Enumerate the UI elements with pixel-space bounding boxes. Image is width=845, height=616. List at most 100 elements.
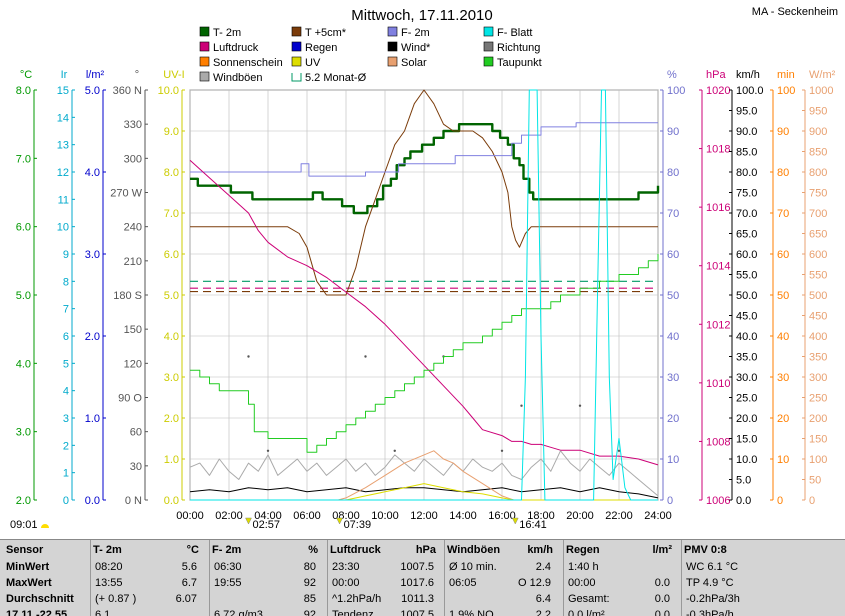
left-tick-label: 8.0 [16, 85, 31, 97]
table-column: Regen l/m² 1:40 h 00:00 Gesamt: 0.0 l/m² 0.0 0.… [566, 540, 676, 616]
table-value: 80 [303, 561, 316, 573]
left-tick-label: 210 [124, 256, 142, 268]
legend-swatch [199, 26, 210, 37]
table-cell: 0.0 l/m² [568, 609, 605, 616]
table-cell: -0.3hPa/h [686, 609, 734, 616]
right-tick-label: 500 [809, 290, 827, 302]
table-column: Sensor MinWert MaxWert Durchschnitt 17.11.-2… [6, 540, 91, 616]
right-tick-label: 5.0 [736, 475, 751, 487]
table-header: F- 2m [212, 544, 242, 556]
table-unit: l/m² [652, 544, 672, 556]
table-header: Luftdruck [330, 544, 381, 556]
right-tick-label: 50 [809, 475, 821, 487]
table-value: 1007.5 [400, 609, 434, 616]
right-axis-unit-2: km/h [736, 69, 760, 81]
sunrise-icon [41, 524, 49, 528]
right-tick-label: 85.0 [736, 147, 757, 159]
x-tick-label: 14:00 [449, 510, 477, 522]
table-cell: Ø 10 min. [449, 561, 497, 573]
right-tick-label: 40 [667, 331, 679, 343]
left-tick-label: 8.0 [164, 167, 179, 179]
table-separator [209, 540, 210, 616]
left-tick-label: 0 [63, 495, 69, 507]
left-tick-label: 5 [63, 358, 69, 370]
right-tick-label: 1010 [706, 378, 730, 390]
left-tick-label: 12 [57, 167, 69, 179]
time-marker-label: 07:39 [344, 519, 372, 531]
left-tick-label: 1.0 [164, 454, 179, 466]
right-tick-label: 15.0 [736, 434, 757, 446]
x-tick-label: 20:00 [566, 510, 594, 522]
table-value: 5.6 [181, 561, 197, 573]
right-tick-label: 1020 [706, 85, 730, 97]
right-tick-label: 30 [667, 372, 679, 384]
left-tick-label: 6.0 [164, 249, 179, 261]
left-tick-label: 9 [63, 249, 69, 261]
table-cell: WC 6.1 °C [686, 561, 739, 573]
table-value: 6.4 [535, 593, 551, 605]
right-tick-label: 55.0 [736, 270, 757, 282]
table-cell: 06:30 [214, 561, 242, 573]
right-tick-label: 1018 [706, 144, 730, 156]
series-line-9 [190, 89, 658, 501]
table-value: 92 [303, 609, 316, 616]
table-value: 2.2 [535, 609, 551, 616]
right-tick-label: 0.0 [736, 495, 751, 507]
series-line-4 [190, 254, 659, 453]
left-tick-label: 270 W [110, 188, 142, 200]
table-cell: 00:00 [332, 577, 360, 589]
table-separator [327, 540, 328, 616]
right-axis-unit-3: min [777, 69, 795, 81]
right-tick-label: 95.0 [736, 106, 757, 118]
table-header: T- 2m [93, 544, 122, 556]
right-tick-label: 100.0 [736, 85, 764, 97]
right-tick-label: 100 [777, 85, 795, 97]
right-tick-label: 40 [777, 331, 789, 343]
right-tick-label: 1008 [706, 436, 730, 448]
table-cell: 17.11.-22.55 [6, 609, 68, 616]
left-tick-label: 0 N [125, 495, 142, 507]
table-cell: 19:55 [214, 577, 242, 589]
table-cell: Gesamt: [568, 593, 610, 605]
right-tick-label: 70 [667, 208, 679, 220]
table-value: 6.7 [181, 577, 197, 589]
table-unit: km/h [527, 544, 553, 556]
x-tick-label: 10:00 [371, 510, 399, 522]
table-cell: TP 4.9 °C [686, 577, 734, 589]
table-value: 1007.5 [400, 561, 434, 573]
right-tick-label: 600 [809, 249, 827, 261]
left-tick-label: 4.0 [164, 331, 179, 343]
right-tick-label: 800 [809, 167, 827, 179]
legend-label: Sonnenschein [213, 57, 283, 69]
right-tick-label: 35.0 [736, 352, 757, 364]
left-tick-label: 90 O [118, 393, 142, 405]
station-name: MA - Seckenheim [752, 6, 838, 18]
table-cell: 08:20 [95, 561, 123, 573]
right-tick-label: 30.0 [736, 372, 757, 384]
time-marker-icon [336, 517, 343, 525]
chart-title: Mittwoch, 17.11.2010 [351, 7, 492, 24]
right-tick-label: 60 [667, 249, 679, 261]
left-tick-label: 4.0 [85, 167, 100, 179]
wind-direction-dot [500, 449, 504, 452]
table-cell: 23:30 [332, 561, 360, 573]
table-value: 85 [303, 593, 316, 605]
legend-label: Luftdruck [213, 42, 259, 54]
series-line-7 [190, 450, 658, 501]
right-tick-label: 80 [667, 167, 679, 179]
wind-direction-dot [364, 355, 367, 358]
right-tick-label: 20.0 [736, 413, 757, 425]
time-marker-icon [511, 517, 519, 525]
left-tick-label: 120 [124, 358, 142, 370]
right-tick-label: 70 [777, 208, 789, 220]
legend-swatch [199, 56, 210, 67]
right-axis-unit-4: W/m² [809, 69, 836, 81]
x-tick-label: 02:00 [215, 510, 243, 522]
wind-direction-dot [578, 404, 582, 407]
left-tick-label: 7.0 [164, 208, 179, 220]
series-line-5 [189, 450, 659, 497]
right-tick-label: 0 [809, 495, 815, 507]
legend-swatch [291, 56, 302, 67]
left-tick-label: 3 [63, 413, 69, 425]
table-column: PMV 0:8 WC 6.1 °C TP 4.9 °C -0.2hPa/3h -0.3h… [684, 540, 794, 616]
